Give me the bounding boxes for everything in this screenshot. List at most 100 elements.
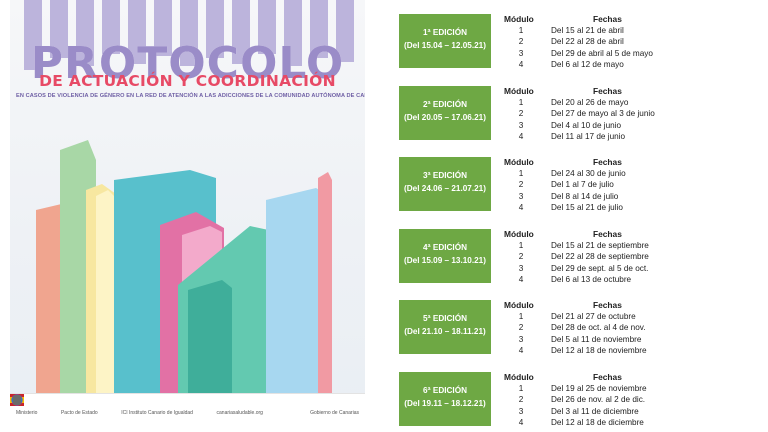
module-row: 2 Del 28 de oct. al 4 de nov. (398, 322, 758, 333)
module-dates: Del 26 de nov. al 2 de dic. (551, 395, 646, 405)
module-dates: Del 24 al 30 de junio (551, 169, 626, 178)
module-dates: Del 29 de abril al 5 de mayo (551, 48, 653, 58)
edition-schedule: 1ª EDICIÓN (Del 15.04 – 12.05.21) Módulo… (398, 0, 768, 432)
module-dates: Del 12 al 18 de diciembre (551, 418, 644, 428)
module-dates: Del 15 al 21 de julio (551, 203, 623, 213)
edition-range: (Del 15.09 – 13.10.21) (404, 256, 486, 265)
module-dates: Del 29 de sept. al 5 de oct. (551, 263, 649, 273)
edition-range: (Del 20.05 – 17.06.21) (404, 113, 486, 122)
module-dates: Del 27 de mayo al 3 de junio (551, 109, 655, 119)
module-number: 2 (518, 37, 524, 47)
poster-caption: EN CASOS DE VIOLENCIA DE GÉNERO EN LA RE… (16, 93, 365, 99)
module-dates: Del 6 al 13 de octubre (551, 275, 632, 285)
module-number: 4 (518, 275, 524, 285)
module-row: 1 Del 20 al 26 de mayo (398, 97, 758, 108)
poster-illustration (24, 0, 354, 393)
edition-badge: 1ª EDICIÓN (Del 15.04 – 12.05.21) (399, 14, 491, 68)
edition-label: 4ª EDICIÓN (423, 243, 467, 252)
module-number: 3 (518, 263, 524, 273)
dates-header: Fechas (593, 157, 622, 167)
module-number: 4 (518, 203, 524, 213)
module-row: 3 Del 3 al 11 de diciembre (398, 406, 758, 417)
poster-subtitle: DE ACTUACIÓN Y COORDINACIÓN (39, 72, 336, 90)
module-dates: Del 15 al 21 de abril (551, 26, 624, 35)
module-row: 4 Del 6 al 13 de octubre (398, 274, 758, 285)
module-dates: Del 21 al 27 de octubre (551, 312, 636, 321)
module-number: 4 (518, 418, 524, 428)
module-dates: Del 28 de oct. al 4 de nov. (551, 323, 646, 333)
module-header: Módulo (504, 14, 534, 24)
module-header: Módulo (504, 86, 534, 96)
module-dates: Del 19 al 25 de noviembre (551, 384, 647, 393)
edition-block-5: 5ª EDICIÓN (Del 21.10 – 18.11.21) Módulo… (398, 300, 758, 358)
edition-block-2: 2ª EDICIÓN (Del 20.05 – 17.06.21) Módulo… (398, 86, 758, 144)
module-row: 3 Del 4 al 10 de junio (398, 120, 758, 131)
logo-ici: ICI Instituto Canario de Igualdad (121, 410, 193, 416)
module-header: Módulo (504, 372, 534, 382)
module-row: 3 Del 5 al 11 de noviembre (398, 334, 758, 345)
module-dates: Del 22 al 28 de abril (551, 37, 624, 47)
module-dates: Del 4 al 10 de junio (551, 120, 622, 130)
module-dates: Del 3 al 11 de diciembre (551, 406, 639, 416)
logo-canariasaludable: canariasaludable.org (13, 396, 263, 416)
module-number: 2 (518, 323, 524, 333)
module-header: Módulo (504, 229, 534, 239)
edition-block-3: 3ª EDICIÓN (Del 24.06 – 21.07.21) Módulo… (398, 157, 758, 215)
dates-header: Fechas (593, 300, 622, 310)
module-number: 1 (518, 26, 524, 35)
module-number: 3 (518, 406, 524, 416)
module-dates: Del 12 al 18 de noviembre (551, 346, 647, 356)
module-row: 4 Del 12 al 18 de noviembre (398, 345, 758, 356)
module-number: 4 (518, 132, 524, 142)
module-dates: Del 5 al 11 de noviembre (551, 334, 642, 344)
module-number: 2 (518, 109, 524, 119)
poster-image: PROTOCOLO DE ACTUACIÓN Y COORDINACIÓN EN… (10, 0, 365, 432)
edition-label: 3ª EDICIÓN (423, 171, 467, 180)
module-dates: Del 15 al 21 de septiembre (551, 241, 649, 250)
module-row: 1 Del 24 al 30 de junio (398, 168, 758, 179)
module-number: 2 (518, 180, 524, 190)
module-row: 2 Del 27 de mayo al 3 de junio (398, 108, 758, 119)
dates-header: Fechas (593, 86, 622, 96)
edition-range: (Del 24.06 – 21.07.21) (404, 184, 486, 193)
module-header: Módulo (504, 300, 534, 310)
logo-ministerio: Ministerio (10, 394, 38, 416)
module-number: 3 (518, 191, 524, 201)
module-row: 1 Del 21 al 27 de octubre (398, 311, 758, 322)
edition-label: 6ª EDICIÓN (423, 386, 467, 395)
module-row: 2 Del 22 al 28 de septiembre (398, 251, 758, 262)
module-row: 4 Del 12 al 18 de diciembre (398, 417, 758, 428)
module-row: 2 Del 26 de nov. al 2 de dic. (398, 394, 758, 405)
edition-block-6: 6ª EDICIÓN (Del 19.11 – 18.12.21) Módulo… (398, 372, 758, 430)
module-number: 4 (518, 60, 524, 70)
module-number: 2 (518, 395, 524, 405)
logo-label: Gobierno de Canarias (310, 410, 359, 416)
module-dates: Del 8 al 14 de julio (551, 191, 619, 201)
canarias-shield-icon (13, 395, 21, 405)
module-row: 4 Del 15 al 21 de julio (398, 202, 758, 213)
module-number: 1 (518, 169, 524, 178)
logo-gobierno: Gobierno de Canarias (13, 395, 359, 416)
logo-label: Pacto de Estado (60, 410, 98, 416)
edition-range: (Del 15.04 – 12.05.21) (404, 41, 486, 50)
edition-badge: 3ª EDICIÓN (Del 24.06 – 21.07.21) (399, 157, 491, 211)
module-row: 2 Del 22 al 28 de abril (398, 36, 758, 47)
logo-pacto: Pacto de Estado (11, 394, 98, 416)
module-number: 2 (518, 252, 524, 262)
module-row: 1 Del 15 al 21 de abril (398, 25, 758, 36)
module-row: 2 Del 1 al 7 de julio (398, 179, 758, 190)
edition-label: 1ª EDICIÓN (423, 28, 467, 37)
edition-badge: 4ª EDICIÓN (Del 15.09 – 13.10.21) (399, 229, 491, 283)
module-number: 3 (518, 334, 524, 344)
module-row: 4 Del 6 al 12 de mayo (398, 59, 758, 70)
edition-badge: 6ª EDICIÓN (Del 19.11 – 18.12.21) (399, 372, 491, 426)
module-header: Módulo (504, 157, 534, 167)
module-number: 4 (518, 346, 524, 356)
module-dates: Del 11 al 17 de junio (551, 132, 626, 142)
edition-badge: 2ª EDICIÓN (Del 20.05 – 17.06.21) (399, 86, 491, 140)
module-dates: Del 1 al 7 de julio (551, 180, 614, 190)
module-row: 4 Del 11 al 17 de junio (398, 131, 758, 142)
logo-label: Ministerio (16, 410, 38, 416)
module-row: 3 Del 8 al 14 de julio (398, 191, 758, 202)
module-row: 1 Del 15 al 21 de septiembre (398, 240, 758, 251)
